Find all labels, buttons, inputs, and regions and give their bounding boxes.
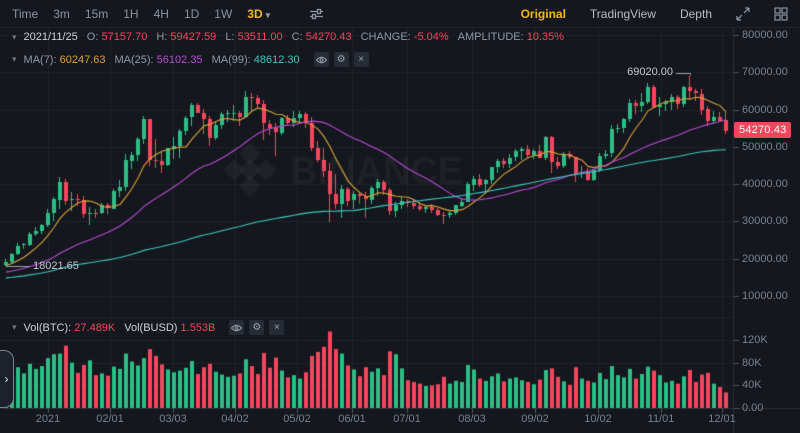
interval-1h[interactable]: 1H [123,6,139,21]
view-switch-group: Original TradingView Depth [521,7,788,21]
caret-down-icon: ▾ [265,9,271,20]
close-icon[interactable]: × [353,52,369,67]
interval-4h[interactable]: 4H [153,6,169,21]
indicator-settings-icon[interactable] [309,7,324,21]
eye-icon[interactable] [229,320,245,335]
close-icon[interactable]: × [269,320,285,335]
view-tradingview[interactable]: TradingView [589,6,656,21]
fullscreen-icon[interactable] [736,6,750,21]
view-depth[interactable]: Depth [679,6,712,21]
expand-panel-button[interactable]: › [0,350,14,408]
gear-icon[interactable]: ⚙ [333,52,349,67]
interval-3m[interactable]: 3m [53,6,70,21]
view-original[interactable]: Original [520,6,566,21]
interval-1w[interactable]: 1W [214,6,233,21]
interval-group: Time 3m 15m 1H 4H 1D 1W 3D ▾ [12,7,324,21]
collapse-caret-icon[interactable]: ▾ [12,31,17,42]
gear-icon[interactable]: ⚙ [249,320,265,335]
collapse-caret-icon[interactable]: ▾ [12,322,17,332]
time-menu[interactable]: Time [12,6,39,21]
eye-icon[interactable] [313,52,329,67]
chevron-right-icon: › [4,372,9,386]
chart-toolbar: Time 3m 15m 1H 4H 1D 1W 3D ▾ Original Tra… [0,0,800,28]
interval-15m[interactable]: 15m [84,6,109,21]
interval-3d-selected[interactable]: 3D ▾ [247,6,271,21]
collapse-caret-icon[interactable]: ▾ [12,54,17,64]
grid-layout-icon[interactable] [774,6,788,21]
interval-1d[interactable]: 1D [183,6,200,21]
